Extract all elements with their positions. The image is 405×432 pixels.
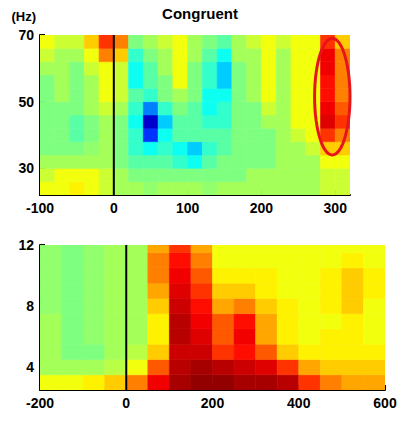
svg-text:200: 200 [201, 395, 225, 411]
svg-text:8: 8 [26, 298, 34, 314]
svg-text:200: 200 [250, 200, 274, 216]
svg-text:600: 600 [373, 395, 397, 411]
svg-text:70: 70 [18, 27, 34, 43]
svg-text:30: 30 [18, 160, 34, 176]
svg-text:(Hz): (Hz) [11, 9, 36, 24]
svg-text:300: 300 [324, 200, 348, 216]
svg-text:0: 0 [122, 395, 130, 411]
svg-text:12: 12 [18, 237, 34, 253]
svg-text:-200: -200 [26, 395, 54, 411]
svg-text:-100: -100 [26, 200, 54, 216]
svg-text:400: 400 [287, 395, 311, 411]
svg-text:50: 50 [18, 94, 34, 110]
svg-text:4: 4 [26, 359, 34, 375]
svg-text:100: 100 [176, 200, 200, 216]
svg-text:0: 0 [110, 200, 118, 216]
svg-text:Congruent: Congruent [162, 5, 238, 22]
